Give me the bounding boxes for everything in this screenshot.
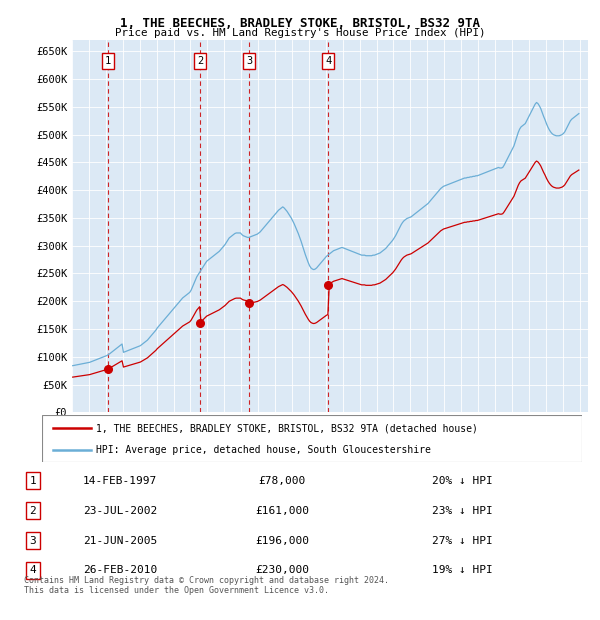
- Text: 1: 1: [105, 56, 111, 66]
- Text: 26-FEB-2010: 26-FEB-2010: [83, 565, 157, 575]
- Text: 14-FEB-1997: 14-FEB-1997: [83, 476, 157, 485]
- Text: Contains HM Land Registry data © Crown copyright and database right 2024.
This d: Contains HM Land Registry data © Crown c…: [24, 576, 389, 595]
- Text: 1, THE BEECHES, BRADLEY STOKE, BRISTOL, BS32 9TA: 1, THE BEECHES, BRADLEY STOKE, BRISTOL, …: [120, 17, 480, 30]
- Text: 4: 4: [29, 565, 37, 575]
- Text: £196,000: £196,000: [255, 536, 309, 546]
- Text: Price paid vs. HM Land Registry's House Price Index (HPI): Price paid vs. HM Land Registry's House …: [115, 28, 485, 38]
- Text: £161,000: £161,000: [255, 505, 309, 516]
- Text: HPI: Average price, detached house, South Gloucestershire: HPI: Average price, detached house, Sout…: [96, 445, 431, 455]
- FancyBboxPatch shape: [42, 415, 582, 462]
- Text: 2: 2: [29, 505, 37, 516]
- Text: 1: 1: [29, 476, 37, 485]
- Text: 19% ↓ HPI: 19% ↓ HPI: [432, 565, 493, 575]
- Text: 3: 3: [246, 56, 252, 66]
- Text: 1, THE BEECHES, BRADLEY STOKE, BRISTOL, BS32 9TA (detached house): 1, THE BEECHES, BRADLEY STOKE, BRISTOL, …: [96, 423, 478, 433]
- Text: 23% ↓ HPI: 23% ↓ HPI: [432, 505, 493, 516]
- Text: 3: 3: [29, 536, 37, 546]
- Text: £230,000: £230,000: [255, 565, 309, 575]
- Text: 20% ↓ HPI: 20% ↓ HPI: [432, 476, 493, 485]
- Text: 23-JUL-2002: 23-JUL-2002: [83, 505, 157, 516]
- Text: 27% ↓ HPI: 27% ↓ HPI: [432, 536, 493, 546]
- Text: 2: 2: [197, 56, 203, 66]
- Text: 21-JUN-2005: 21-JUN-2005: [83, 536, 157, 546]
- Text: £78,000: £78,000: [259, 476, 305, 485]
- Text: 4: 4: [325, 56, 331, 66]
